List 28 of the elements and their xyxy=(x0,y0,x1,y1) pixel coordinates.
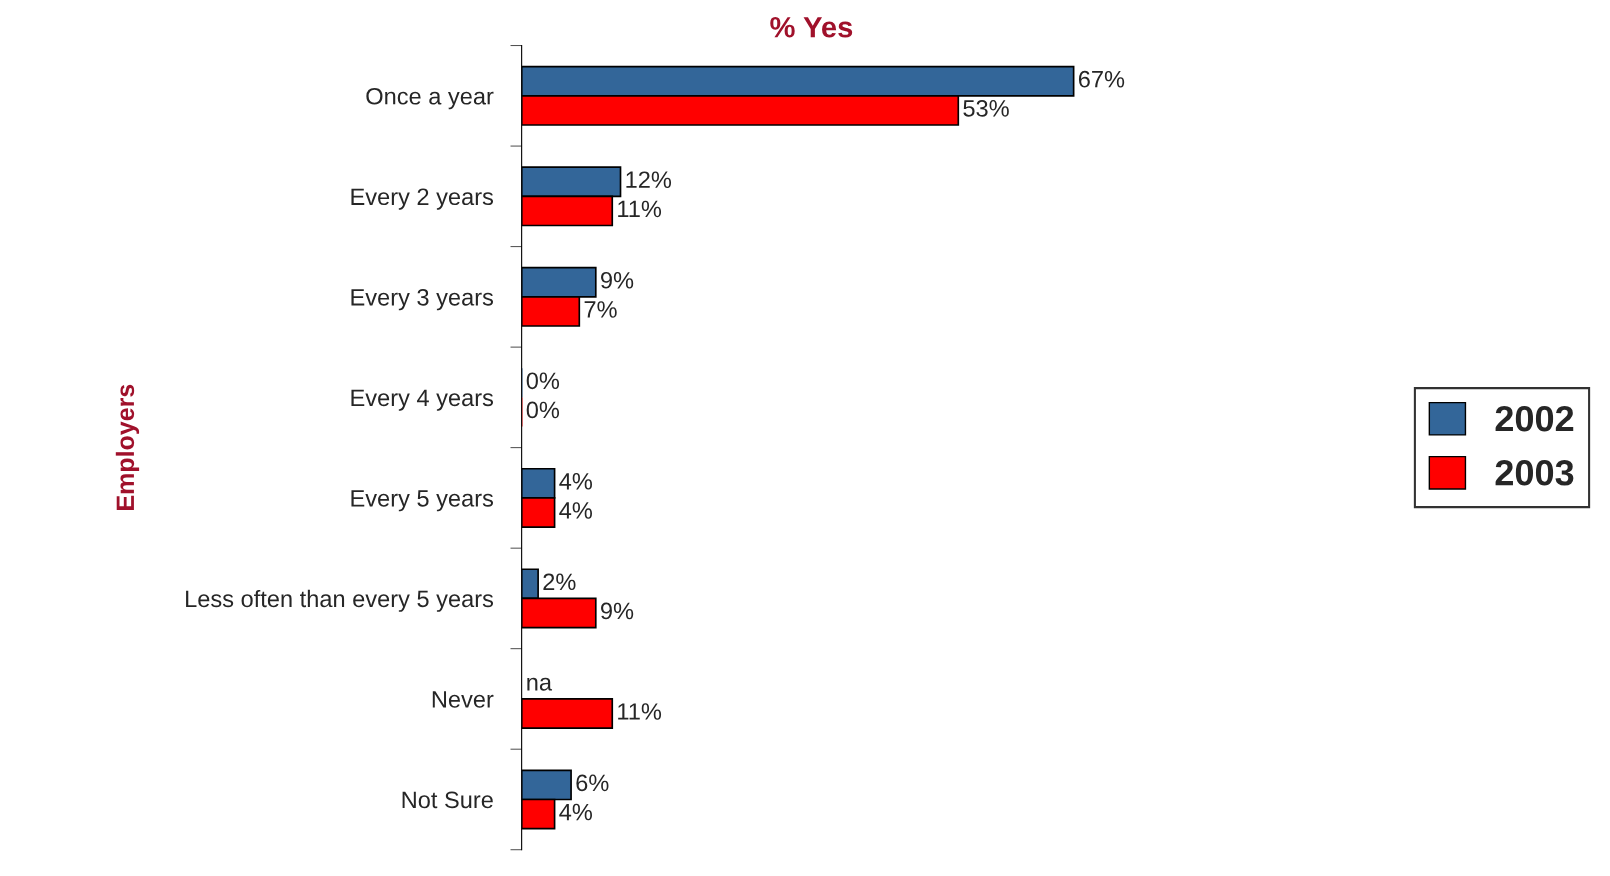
data-label: 0% xyxy=(526,401,560,419)
data-label: 4% xyxy=(559,502,592,519)
data-label: 11% xyxy=(618,200,662,218)
data-label: 4% xyxy=(559,473,592,490)
data-label: 6% xyxy=(576,774,609,792)
legend-label: 2002 xyxy=(1495,405,1574,432)
data-label: 2% xyxy=(543,573,576,591)
data-label: 4% xyxy=(559,803,592,821)
legend-label: 2003 xyxy=(1495,459,1574,486)
y-tick-label: Every 4 years xyxy=(351,389,494,411)
y-tick-label: Less often than every 5 years xyxy=(186,589,494,612)
data-label: 53% xyxy=(963,100,1009,117)
data-label: 9% xyxy=(601,271,634,289)
text: na xyxy=(527,677,553,691)
data-label: 12% xyxy=(626,171,672,188)
y-tick-label: Never xyxy=(432,691,494,708)
chart-title: % Yes xyxy=(770,16,853,38)
y-axis-title: Employers xyxy=(115,384,140,510)
y-tick-label: Every 3 years xyxy=(351,288,494,311)
y-tick-label: Once a year xyxy=(366,87,494,110)
data-label: 0% xyxy=(526,372,560,390)
y-tick-label: Not Sure xyxy=(402,791,493,809)
data-label: 7% xyxy=(584,301,617,318)
y-tick-label: Every 2 years xyxy=(351,188,494,210)
y-tick-label: Every 5 years xyxy=(351,490,494,512)
data-label: 67% xyxy=(1078,70,1125,88)
data-label: 11% xyxy=(618,703,662,720)
data-label: 9% xyxy=(601,602,634,620)
